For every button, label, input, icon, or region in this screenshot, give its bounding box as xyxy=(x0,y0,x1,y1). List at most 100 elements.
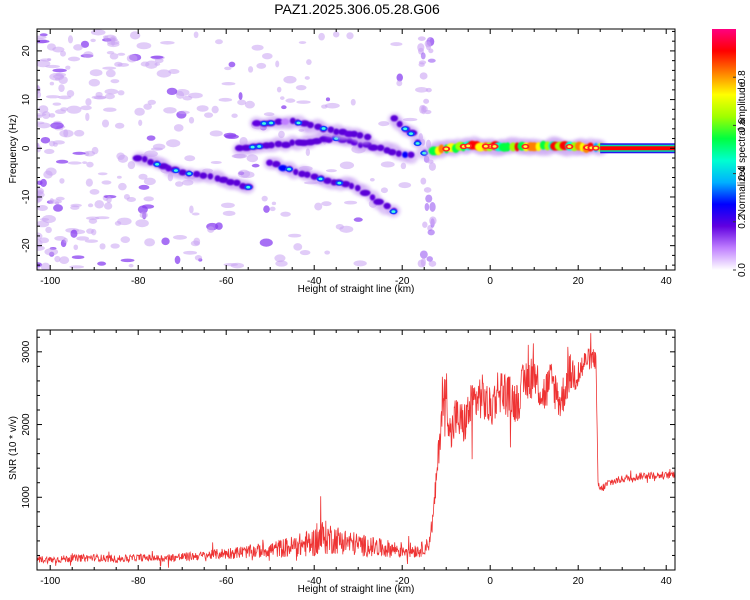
spectrogram-noise-blob xyxy=(143,177,156,186)
spectrogram-x-tick-label: -100 xyxy=(40,276,60,287)
spectrogram-noise-blob xyxy=(189,205,194,214)
snr-y-tick-label: 3000 xyxy=(21,340,32,363)
spectrogram-noise-blob xyxy=(403,117,418,122)
figure-title: PAZ1.2025.306.05.28.G06 xyxy=(274,1,440,17)
ridge-hotspot-core xyxy=(187,172,192,175)
spectrogram-noise-blob xyxy=(163,107,177,114)
ridge-core-blob xyxy=(373,198,384,206)
spectrogram-strip-blob xyxy=(417,259,426,268)
ridge-core-blob xyxy=(505,142,511,152)
spectrogram-noise-blob xyxy=(166,87,178,96)
spectrogram-noise-blob xyxy=(116,175,122,179)
spectrogram-noise-blob xyxy=(59,178,65,184)
spectrogram-noise-blob xyxy=(47,58,52,62)
spectrogram-noise-blob xyxy=(117,62,130,67)
spectrogram-noise-blob xyxy=(318,32,325,41)
spectrogram-noise-blob xyxy=(41,111,51,120)
spectrogram-noise-blob xyxy=(378,121,390,127)
spectrogram-noise-blob xyxy=(166,139,181,148)
spectrogram-noise-blob xyxy=(45,226,52,234)
ridge-core-blob xyxy=(289,139,295,146)
spectrogram-noise-blob xyxy=(215,39,223,45)
spectrogram-noise-blob xyxy=(262,53,273,60)
spectrogram-noise-blob xyxy=(59,256,70,265)
ridge-hotspot-core xyxy=(523,145,528,148)
spectrogram-noise-blob xyxy=(106,196,112,204)
spectrogram-noise-blob xyxy=(110,243,120,249)
spectrogram-noise-blob xyxy=(299,249,311,256)
ridge-core-blob xyxy=(356,132,364,139)
spectrogram-noise-blob xyxy=(85,112,90,122)
spectrogram-strip-blob xyxy=(417,36,426,41)
ridge-core-blob xyxy=(323,177,332,184)
spectrogram-noise-blob xyxy=(128,263,134,268)
spectrogram-frame xyxy=(36,28,676,271)
spectrogram-noise-blob xyxy=(293,243,303,251)
spectrogram-noise-blob xyxy=(353,260,367,267)
spectrogram-y-tick-label: -10 xyxy=(21,189,32,204)
spectrogram-noise-blob xyxy=(94,200,105,209)
spectrogram-noise-blob xyxy=(209,130,223,137)
ridge-hotspot-core xyxy=(337,181,342,185)
spectrogram-noise-blob xyxy=(396,80,403,87)
spectrogram-noise-blob xyxy=(324,102,340,109)
spectrogram-noise-blob xyxy=(60,50,66,57)
spectrogram-strip-blob xyxy=(429,216,437,225)
ridge-core-blob xyxy=(293,168,299,176)
spectrogram-noise-blob xyxy=(67,161,82,165)
spectrogram-y-label: Frequency (Hz) xyxy=(8,115,19,184)
spectrogram-noise-blob xyxy=(54,255,61,263)
spectrogram-noise-blob xyxy=(97,261,107,266)
spectrogram-ridge-c xyxy=(249,115,373,145)
spectrogram-noise-blob xyxy=(45,64,60,69)
spectrogram-noise-blob xyxy=(143,103,152,110)
spectrogram-noise-blob xyxy=(263,205,270,213)
spectrogram-noise-blob xyxy=(117,154,129,163)
spectrogram-noise-blob xyxy=(400,162,407,170)
spectrogram-noise-blob xyxy=(344,200,358,205)
spectrogram-noise-blob xyxy=(44,148,55,154)
spectrogram-noise-blob xyxy=(237,169,251,178)
ridge-hotspot-core xyxy=(593,146,598,150)
spectrogram-noise-blob xyxy=(104,34,117,42)
spectrogram-strip-blob xyxy=(420,52,426,60)
spectrogram-noise-blob xyxy=(244,100,255,109)
spectrogram-noise-blob xyxy=(87,203,94,208)
colorbar-tick-label: 0.8 xyxy=(737,70,748,84)
spectrogram-noise-blob xyxy=(37,205,48,212)
ridge-core-blob xyxy=(233,179,241,187)
spectrogram-noise-blob xyxy=(210,160,222,164)
ridge-core-blob xyxy=(369,194,376,201)
spectrogram-noise-blob xyxy=(103,202,113,210)
spectrogram-noise-blob xyxy=(88,218,98,224)
ridge-core-blob xyxy=(280,118,290,125)
spectrogram-noise-blob xyxy=(172,235,188,240)
spectrogram-noise-blob xyxy=(134,107,145,116)
spectrogram-noise-blob xyxy=(72,151,86,155)
spectrogram-strip-blob xyxy=(429,202,436,212)
spectrogram-noise-blob xyxy=(398,182,412,189)
snr-x-tick-label: -20 xyxy=(395,576,410,587)
spectrogram-x-tick-label: -20 xyxy=(395,276,410,287)
spectrogram-noise-blob xyxy=(37,113,47,117)
spectrogram-noise-blob xyxy=(91,228,97,236)
spectrogram-noise-blob xyxy=(150,55,164,59)
spectrogram-noise-blob xyxy=(39,237,50,244)
spectrogram-noise-blob xyxy=(76,236,90,241)
spectrogram-noise-blob xyxy=(58,95,72,100)
spectrogram-noise-blob xyxy=(211,105,219,114)
colorbar-tick-label: 0.0 xyxy=(737,263,748,277)
spectrogram-noise-blob xyxy=(223,132,237,139)
colorbar-tick-label: 0.2 xyxy=(737,214,748,228)
ridge-hotspot-core xyxy=(409,132,413,135)
spectrogram-noise-blob xyxy=(415,87,429,93)
spectrogram-noise-blob xyxy=(117,52,126,56)
spectrogram-noise-blob xyxy=(295,84,307,91)
spectrogram-noise-blob xyxy=(52,140,65,145)
spectrogram-noise-blob xyxy=(280,96,285,100)
spectrogram-strip-blob xyxy=(423,187,432,193)
spectrogram-strip-blob xyxy=(428,260,437,267)
ridge-hotspot-core xyxy=(422,151,427,155)
spectrogram-noise-blob xyxy=(138,173,148,180)
spectrogram-noise-blob xyxy=(85,98,92,106)
